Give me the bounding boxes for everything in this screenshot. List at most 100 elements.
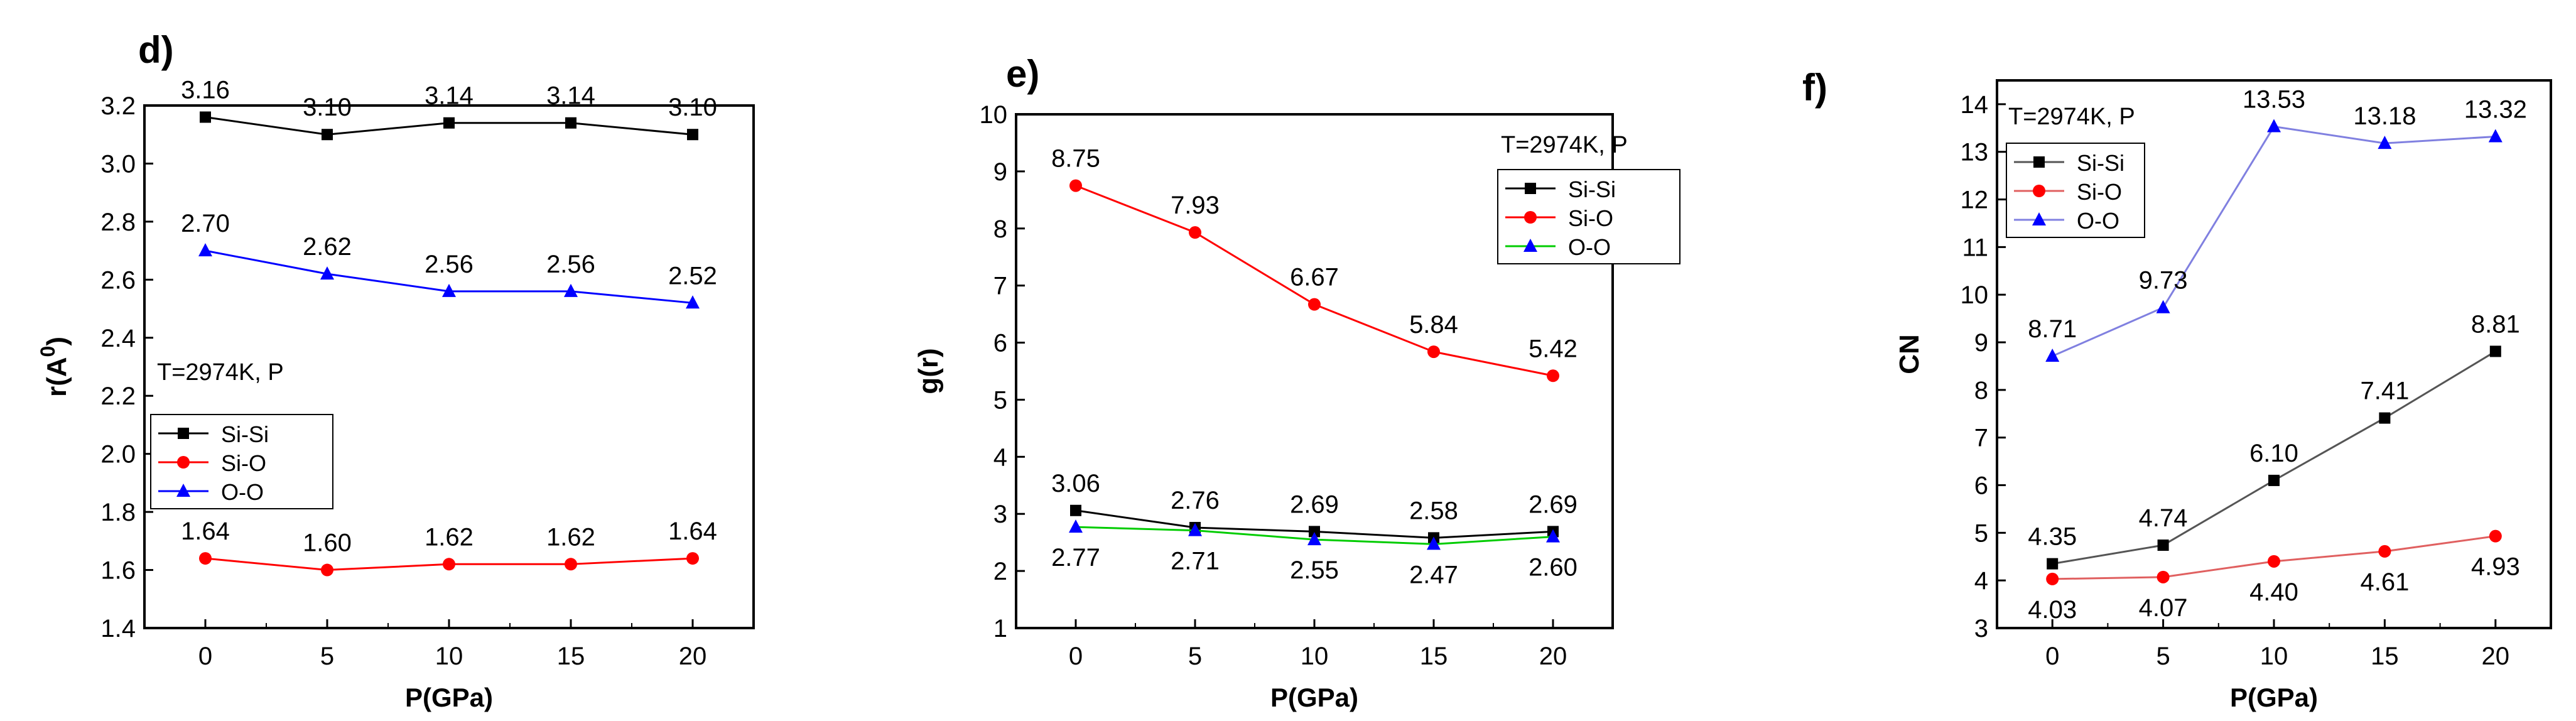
data-point: [686, 295, 700, 309]
data-label: 4.35: [2028, 523, 2077, 551]
x-tick-label: 5: [320, 642, 334, 670]
series-si-o: 8.75 7.93 6.67 5.84 5.42: [1051, 145, 1578, 382]
data-point: [686, 552, 699, 565]
data-label: 3.10: [303, 94, 352, 121]
data-label: 4.74: [2139, 504, 2188, 532]
data-point: [1309, 526, 1320, 538]
data-point: [1427, 345, 1440, 359]
data-label: 2.47: [1409, 561, 1458, 588]
data-label: 3.14: [425, 82, 474, 110]
y-tick-label: 10: [980, 101, 1008, 129]
y-tick-label: 2.2: [100, 382, 136, 410]
data-point: [564, 283, 578, 297]
data-point: [1069, 519, 1083, 533]
y-tick-label: 5: [1974, 519, 1988, 547]
data-point: [565, 117, 576, 129]
y-tick-label: 11: [1962, 234, 1988, 261]
data-point: [2268, 474, 2280, 486]
y-tick-label: 1.4: [100, 615, 136, 642]
panel-label: d): [138, 29, 174, 71]
x-tick-label: 15: [1420, 642, 1448, 670]
y-axis-label: CN: [1894, 334, 1925, 374]
y-tick-label: 3: [1974, 615, 1988, 642]
data-point: [2268, 555, 2280, 568]
panel-e: e) 0 5 10 15 20 1 2 3 4 5 6 7 8 9 10 P(GPa) g(r) 3.06 2.76 2…: [913, 53, 1680, 712]
series-si-o: 1.64 1.60 1.62 1.62 1.64: [181, 518, 717, 577]
legend-label: Si-Si: [221, 421, 269, 447]
legend-label: Si-O: [2077, 179, 2122, 205]
data-point: [2047, 558, 2059, 570]
data-point: [442, 283, 456, 297]
y-tick-label: 5: [993, 386, 1007, 414]
y-tick-label: 2.6: [100, 266, 136, 294]
temperature-annotation: T=2974K, P: [1501, 132, 1628, 158]
x-tick-label: 20: [2482, 642, 2510, 670]
y-tick-label: 12: [1961, 187, 1989, 214]
data-label: 2.60: [1529, 554, 1578, 582]
data-point: [2046, 572, 2059, 585]
y-tick-label: 7: [993, 273, 1007, 300]
data-point: [1308, 298, 1321, 311]
y-tick-label: 8: [993, 215, 1007, 243]
y-axis-ticks: 1 2 3 4 5 6 7 8 9 10: [980, 101, 1025, 642]
data-label: 5.84: [1409, 311, 1458, 339]
series-o-o: 2.77 2.71 2.55 2.47 2.60: [1051, 519, 1578, 588]
y-tick-label: 2: [993, 558, 1007, 585]
y-tick-label: 1.6: [100, 557, 136, 585]
data-label: 6.10: [2249, 440, 2298, 467]
data-label: 1.64: [181, 518, 230, 545]
y-tick-label: 8: [1974, 377, 1988, 404]
data-label: 5.42: [1529, 335, 1578, 362]
data-point: [322, 129, 333, 141]
data-label: 3.06: [1051, 470, 1100, 497]
x-tick-label: 0: [1069, 642, 1083, 670]
data-point: [2378, 545, 2391, 558]
legend-marker: [2033, 185, 2045, 197]
y-tick-label: 10: [1961, 281, 1989, 309]
legend-marker: [176, 484, 190, 497]
x-tick-label: 15: [557, 642, 585, 670]
data-label: 1.60: [303, 529, 352, 557]
series-si-si: 3.16 3.10 3.14 3.14 3.10: [181, 76, 717, 141]
legend-label: O-O: [221, 479, 264, 505]
data-label: 2.70: [181, 210, 230, 237]
data-point: [1069, 179, 1082, 192]
data-label: 2.56: [546, 251, 595, 278]
data-point: [2267, 119, 2281, 133]
data-point: [443, 558, 455, 571]
data-label: 4.40: [2249, 578, 2298, 606]
x-tick-label: 5: [1188, 642, 1202, 670]
data-point: [1189, 226, 1201, 239]
data-label: 13.32: [2464, 95, 2527, 123]
x-tick-label: 5: [2156, 642, 2170, 670]
y-tick-label: 2.8: [100, 209, 136, 236]
legend-marker: [177, 456, 190, 469]
panel-label: e): [1006, 53, 1039, 95]
y-tick-label: 6: [1974, 472, 1988, 500]
y-axis-ticks: 3 4 5 6 7 8 9 10 11 12 13 14: [1961, 91, 2006, 642]
y-tick-label: 3.2: [100, 92, 136, 120]
data-label: 4.93: [2471, 553, 2520, 581]
series-o-o: 8.71 9.73 13.53 13.18 13.32: [2028, 86, 2527, 362]
data-label: 1.62: [546, 523, 595, 551]
data-point: [687, 129, 698, 141]
data-label: 13.53: [2243, 86, 2305, 114]
y-tick-label: 3.0: [100, 150, 136, 178]
y-tick-label: 2.4: [100, 325, 136, 352]
data-label: 8.75: [1051, 145, 1100, 173]
data-point: [1546, 529, 1560, 543]
legend-label: Si-Si: [2077, 150, 2124, 176]
x-axis-label: P(GPa): [1270, 683, 1358, 712]
x-tick-label: 10: [2260, 642, 2288, 670]
legend-marker: [2032, 212, 2046, 225]
x-tick-label: 20: [1539, 642, 1567, 670]
x-tick-label: 20: [679, 642, 707, 670]
data-point: [443, 117, 455, 129]
panel-label: f): [1802, 67, 1827, 109]
data-label: 1.64: [668, 518, 717, 545]
data-label: 2.55: [1290, 556, 1339, 584]
x-tick-label: 10: [435, 642, 463, 670]
data-point: [2489, 345, 2501, 357]
data-point: [321, 563, 333, 577]
x-axis-ticks: 0 5 10 15 20: [1069, 619, 1567, 670]
